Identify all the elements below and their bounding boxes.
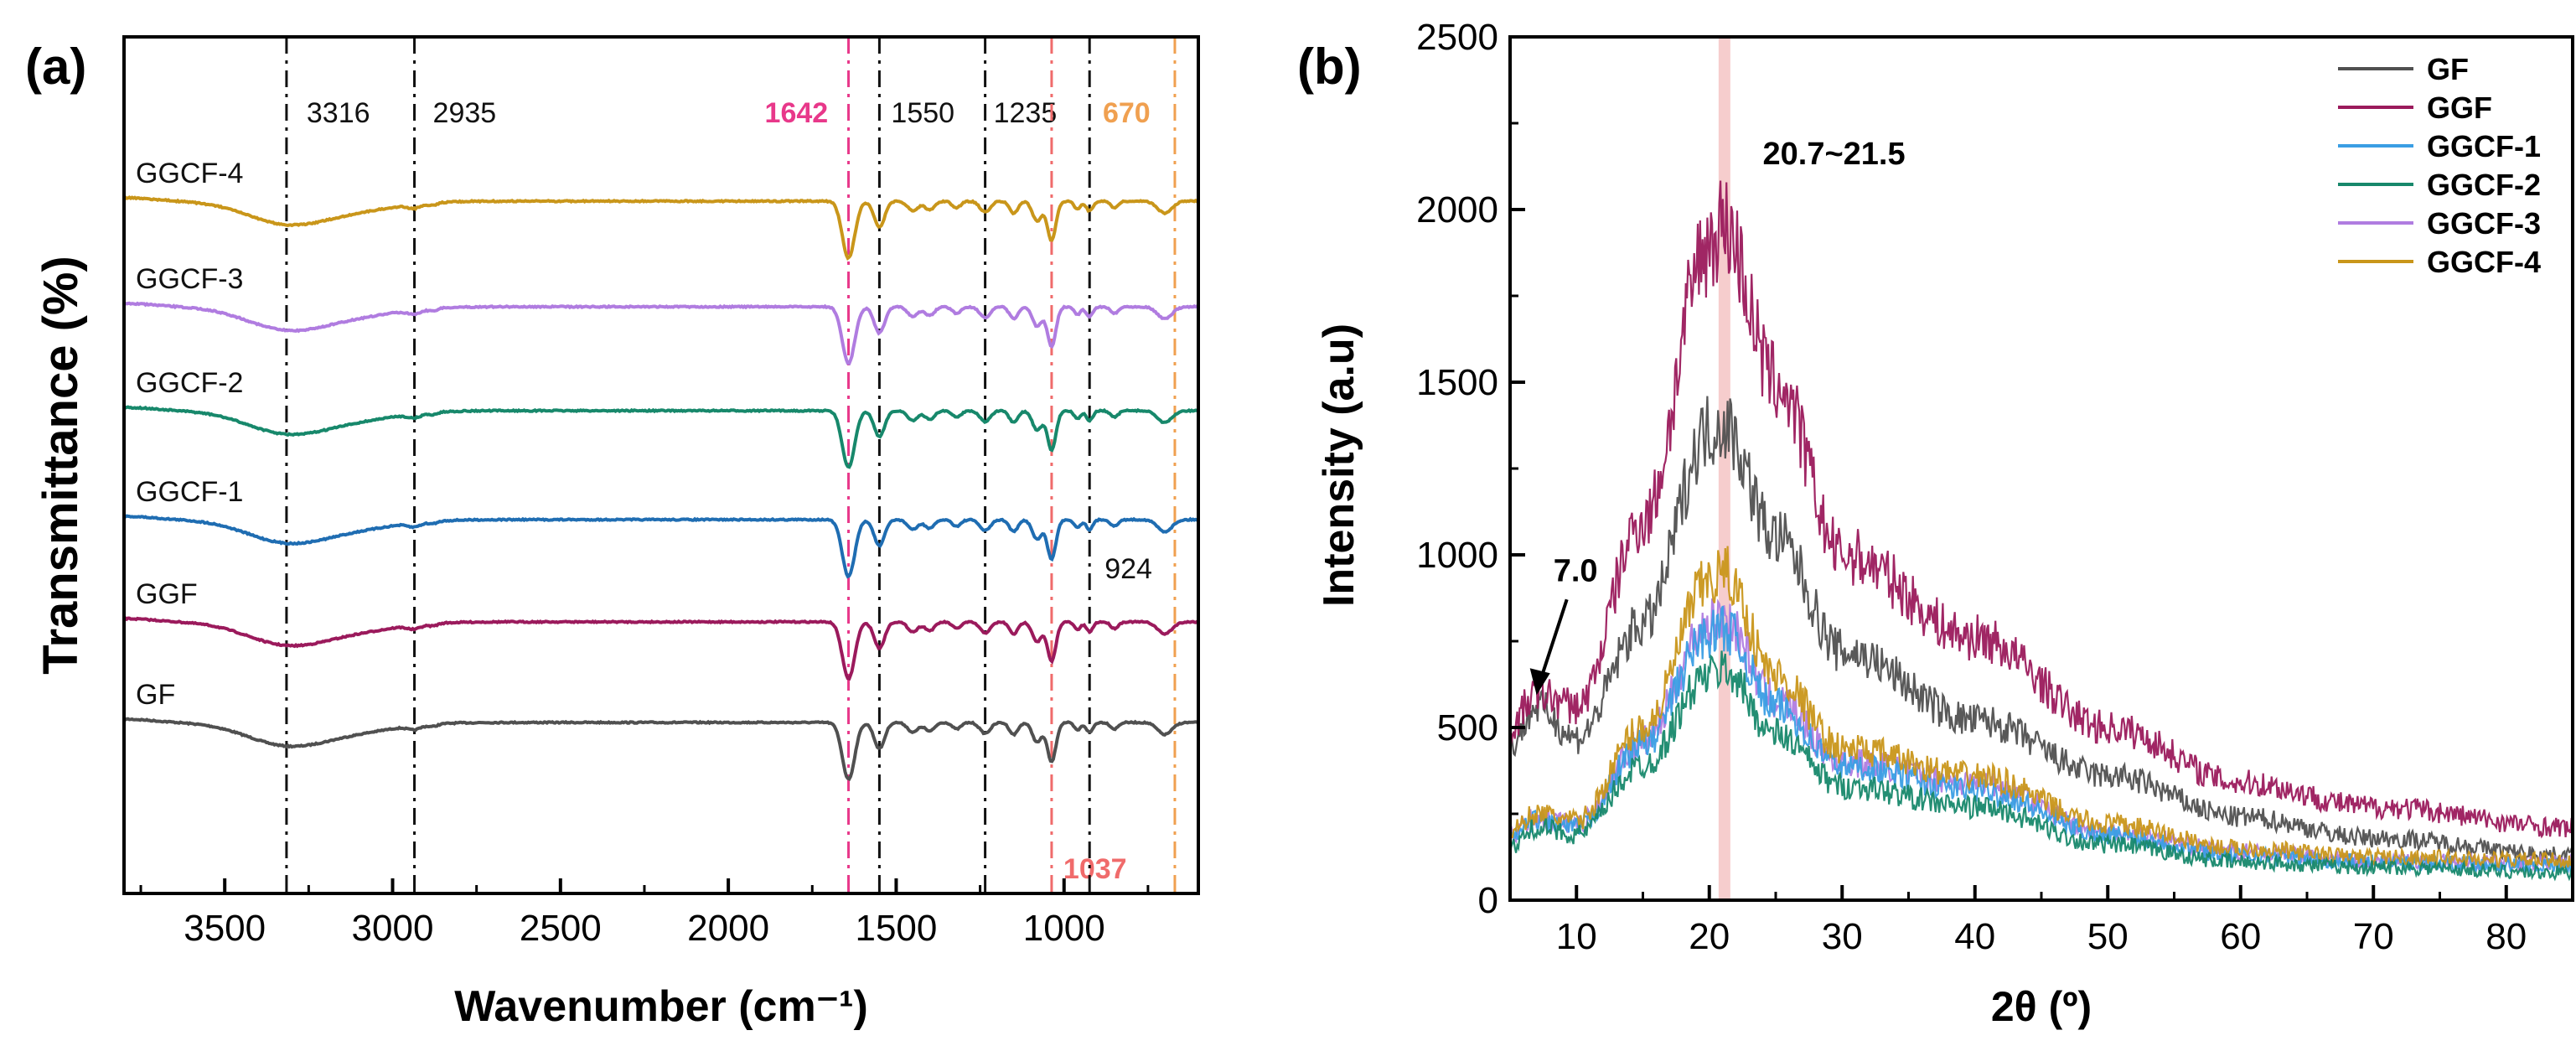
xrd-band-label: 20.7~21.5 (1763, 137, 1906, 172)
xrd-series-line (1508, 650, 2573, 882)
xrd-legend-label: GF (2427, 52, 2469, 86)
ftir-series-label: GGCF-4 (136, 158, 243, 189)
ftir-series-label: GGCF-2 (136, 367, 243, 399)
ftir-series-label: GGCF-3 (136, 263, 243, 295)
ftir-x-tick-label: 2000 (687, 908, 769, 949)
ftir-panel: (a) 3316 2935 1642 1550 1235 1037 924 670 GF GGF… (25, 35, 1200, 1031)
ftir-series-label: GF (136, 679, 175, 711)
ftir-series: GF GGF GGCF-1 GGCF-2 GGCF-3 GGCF-4 (122, 158, 1199, 782)
xrd-y-tick-label: 2500 (1416, 17, 1498, 58)
xrd-x-axis-label: 2θ (º) (1991, 983, 2092, 1030)
ftir-reference-label: 1235 (994, 97, 1058, 129)
xrd-legend-label: GGCF-2 (2427, 168, 2541, 202)
ftir-series-label: GGF (136, 578, 198, 610)
ftir-x-tick-label: 2500 (520, 908, 602, 949)
ftir-reference-label: 1550 (891, 97, 954, 129)
xrd-series-line (1508, 396, 2573, 864)
ftir-reference-label: 924 (1104, 553, 1152, 585)
xrd-series-line (1508, 546, 2572, 869)
ftir-reference-label: 2935 (433, 97, 497, 129)
xrd-x-tick-label: 30 (1822, 916, 1863, 957)
xrd-panel: (b) 10 20 30 40 50 60 70 80 0 500 1000 1500 2000 2500… (1297, 17, 2574, 1030)
ftir-reference-label: 670 (1103, 97, 1151, 129)
xrd-y-tick-label: 500 (1437, 707, 1498, 748)
ftir-reference-label: 3316 (307, 97, 370, 129)
ftir-reference-label: 1037 (1063, 853, 1127, 885)
xrd-annotation-arrow-head (1529, 668, 1550, 696)
xrd-x-tick-label: 60 (2220, 916, 2261, 957)
xrd-y-axis-label: Intensity (a.u) (1315, 324, 1363, 607)
xrd-legend-label: GGF (2427, 91, 2492, 125)
xrd-legend-label: GGCF-1 (2427, 129, 2541, 163)
xrd-x-tick-label: 80 (2485, 916, 2527, 957)
xrd-x-tick-label: 40 (1954, 916, 1995, 957)
xrd-series-line (1509, 180, 2573, 839)
ftir-x-tick-label: 1500 (855, 908, 937, 949)
ftir-series-line (122, 717, 1199, 782)
ftir-series-line (123, 615, 1198, 681)
xrd-y-tick-label: 2000 (1416, 189, 1498, 230)
ftir-series-line (123, 405, 1199, 469)
ftir-series-line (123, 514, 1199, 579)
ftir-reference-label: 1642 (765, 97, 829, 129)
ftir-series-line (122, 195, 1199, 261)
xrd-axis-ticks: 10 20 30 40 50 60 70 80 0 500 1000 1500 2000 2500 (1416, 17, 2574, 957)
ftir-x-ticks: 3500 3000 2500 2000 1500 1000 (139, 878, 1150, 949)
xrd-legend-label: GGCF-3 (2427, 206, 2541, 241)
xrd-annotation-arrow-shaft (1539, 598, 1569, 677)
xrd-plot-frame (1508, 35, 2574, 902)
ftir-reference-lines: 3316 2935 1642 1550 1235 1037 924 670 (285, 37, 1177, 893)
ftir-series-label: GGCF-1 (136, 476, 243, 508)
xrd-y-tick-label: 0 (1478, 880, 1498, 921)
ftir-series-line (123, 301, 1199, 365)
ftir-x-tick-label: 3000 (352, 908, 434, 949)
xrd-y-tick-label: 1000 (1416, 535, 1498, 576)
xrd-annotation: 7.0 (1529, 553, 1598, 696)
panel-b-label: (b) (1297, 39, 1362, 95)
xrd-legend: GF GGF GGCF-1 GGCF-2 GGCF-3 GGCF-4 (2338, 52, 2541, 279)
panel-a-label: (a) (25, 39, 86, 95)
xrd-highlight-band (1718, 37, 1730, 900)
xrd-x-tick-label: 10 (1556, 916, 1597, 957)
xrd-x-tick-label: 20 (1689, 916, 1730, 957)
xrd-series (1508, 180, 2573, 882)
xrd-x-tick-label: 50 (2087, 916, 2129, 957)
ftir-x-axis-label: Wavenumber (cm⁻¹) (454, 982, 868, 1031)
xrd-legend-label: GGCF-4 (2427, 245, 2541, 279)
ftir-x-tick-label: 3500 (184, 908, 266, 949)
ftir-y-axis-label: Transmittance (%) (34, 256, 88, 675)
ftir-plot-frame (122, 35, 1200, 895)
xrd-annotation-label: 7.0 (1554, 553, 1598, 588)
ftir-x-tick-label: 1000 (1023, 908, 1105, 949)
xrd-y-tick-label: 1500 (1416, 362, 1498, 403)
xrd-x-tick-label: 70 (2353, 916, 2394, 957)
